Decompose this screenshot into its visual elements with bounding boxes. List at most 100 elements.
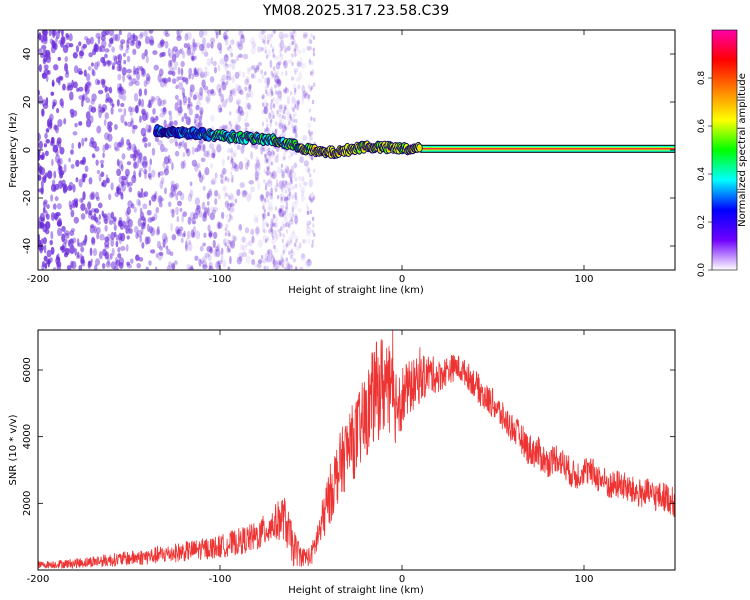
noise-point (286, 182, 292, 192)
noise-point (69, 238, 74, 246)
noise-point (300, 194, 306, 202)
noise-point (260, 69, 264, 75)
noise-point (255, 169, 261, 177)
noise-point (291, 30, 297, 38)
noise-point (197, 172, 202, 178)
noise-point (296, 77, 301, 82)
noise-point (62, 185, 68, 193)
noise-point (219, 107, 223, 113)
noise-point (49, 239, 53, 246)
noise-point (149, 39, 155, 46)
noise-point (281, 114, 285, 120)
noise-point (228, 195, 231, 201)
noise-point (291, 95, 296, 104)
noise-point (216, 144, 222, 153)
noise-point (199, 43, 205, 52)
noise-point (285, 205, 288, 210)
noise-point (100, 163, 104, 169)
noise-point (110, 238, 115, 247)
noise-point (270, 161, 273, 166)
noise-point (293, 111, 297, 117)
noise-point (138, 171, 142, 178)
noise-point (171, 208, 175, 218)
noise-point (43, 244, 47, 254)
noise-point (202, 242, 206, 247)
noise-point (222, 185, 227, 192)
noise-point (101, 182, 104, 187)
noise-point (170, 262, 176, 270)
noise-point (244, 86, 248, 92)
noise-point (131, 40, 135, 45)
noise-point (266, 212, 270, 217)
noise-point (306, 258, 312, 267)
noise-point (56, 261, 62, 268)
noise-point (68, 157, 71, 163)
noise-point (81, 99, 84, 108)
noise-point (75, 159, 80, 167)
noise-point (202, 185, 206, 191)
noise-point (138, 192, 143, 199)
noise-point (81, 137, 85, 147)
noise-point (64, 238, 68, 245)
noise-point (212, 153, 216, 159)
noise-point (182, 211, 188, 217)
noise-point (150, 95, 155, 101)
noise-point (185, 77, 189, 85)
noise-point (126, 68, 132, 74)
noise-point (174, 141, 179, 147)
noise-point (192, 56, 195, 62)
noise-point (83, 69, 87, 77)
noise-point (123, 108, 127, 117)
noise-point (262, 205, 265, 210)
noise-point (301, 95, 305, 105)
y-tick-label: 40 (22, 48, 33, 61)
noise-point (134, 67, 140, 75)
noise-point (193, 71, 199, 78)
noise-point (139, 115, 142, 123)
noise-point (270, 161, 274, 166)
noise-point (282, 152, 286, 159)
noise-point (38, 174, 42, 181)
noise-point (291, 53, 295, 59)
noise-point (274, 84, 277, 89)
noise-point (266, 198, 270, 203)
noise-point (299, 155, 304, 164)
noise-point (236, 189, 241, 197)
noise-point (226, 230, 231, 237)
noise-point (77, 67, 83, 75)
noise-point (227, 266, 231, 270)
noise-point (270, 99, 274, 104)
noise-point (169, 208, 175, 214)
noise-point (42, 58, 47, 65)
noise-point (57, 119, 63, 128)
noise-point (86, 38, 91, 45)
noise-point (133, 149, 138, 158)
noise-point (226, 63, 229, 69)
noise-point (278, 261, 282, 266)
noise-point (194, 113, 199, 119)
noise-point (254, 162, 258, 172)
noise-point (180, 60, 185, 68)
noise-point (257, 162, 261, 171)
noise-point (245, 110, 249, 119)
noise-point (236, 144, 241, 150)
noise-point (214, 190, 219, 197)
noise-point (250, 186, 255, 193)
noise-point (257, 45, 260, 54)
noise-point (279, 53, 284, 62)
snr-y-label: SNR (10 * v/v) (8, 414, 19, 485)
noise-point (126, 37, 131, 44)
noise-point (153, 64, 159, 71)
noise-point (288, 223, 291, 229)
noise-point (103, 61, 107, 66)
noise-point (271, 48, 275, 54)
noise-point (101, 263, 106, 269)
noise-point (308, 220, 311, 226)
noise-point (279, 208, 284, 214)
noise-point (174, 182, 180, 190)
noise-point (70, 209, 75, 218)
noise-point (197, 92, 203, 101)
noise-point (274, 206, 278, 211)
